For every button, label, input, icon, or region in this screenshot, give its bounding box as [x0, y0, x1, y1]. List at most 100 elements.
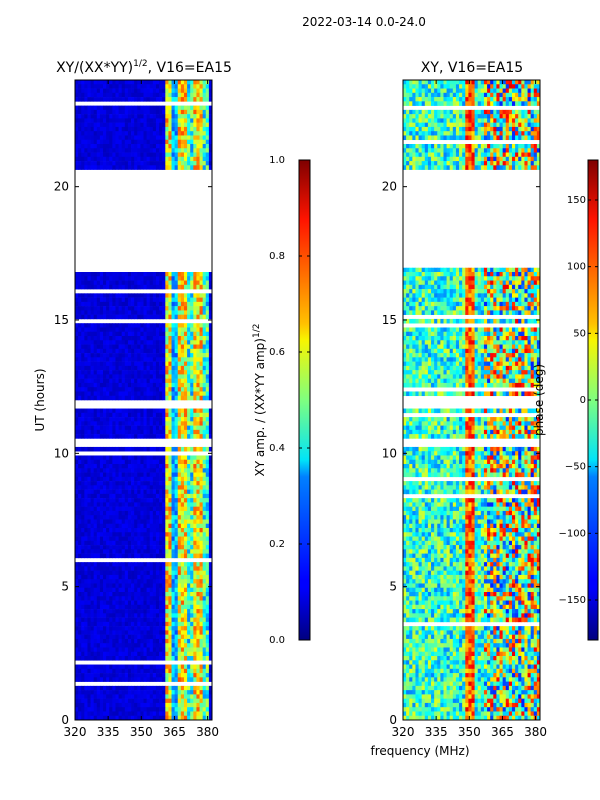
- heatmap-cell: [180, 596, 185, 601]
- heatmap-cell: [152, 353, 157, 358]
- heatmap-cell: [140, 698, 144, 704]
- heatmap-cell: [78, 382, 82, 388]
- heatmap-cell: [121, 301, 126, 307]
- heatmap-cell: [152, 583, 157, 589]
- heatmap-cell: [93, 685, 98, 691]
- heatmap-cell: [84, 391, 88, 397]
- heatmap-cell: [168, 574, 172, 580]
- heatmap-cell: [205, 638, 210, 644]
- heatmap-cell: [78, 374, 82, 379]
- heatmap-cell: [103, 626, 107, 631]
- heatmap-cell: [115, 587, 119, 593]
- heatmap-cell: [124, 425, 129, 431]
- heatmap-cell: [180, 395, 185, 401]
- heatmap-cell: [109, 387, 113, 392]
- heatmap-cell: [152, 498, 157, 503]
- heatmap-cell: [187, 272, 191, 277]
- heatmap-cell: [131, 417, 135, 422]
- heatmap-cell: [99, 417, 104, 422]
- heatmap-cell: [205, 336, 210, 341]
- heatmap-cell: [87, 148, 91, 153]
- heatmap-cell: [165, 276, 169, 281]
- heatmap-cell: [149, 434, 154, 439]
- heatmap-cell: [84, 685, 88, 691]
- heatmap-cell: [143, 382, 148, 388]
- heatmap-cell: [171, 485, 176, 490]
- heatmap-cell: [109, 425, 113, 431]
- heatmap-cell: [134, 105, 138, 111]
- heatmap-cell: [202, 600, 207, 606]
- heatmap-cell: [109, 144, 113, 149]
- heatmap-cell: [202, 677, 207, 682]
- heatmap-cell: [177, 280, 182, 286]
- heatmap-cell: [183, 387, 188, 392]
- heatmap-cell: [190, 506, 194, 512]
- heatmap-cell: [124, 131, 129, 136]
- heatmap-cell: [78, 510, 82, 516]
- heatmap-cell: [193, 348, 197, 354]
- heatmap-cell: [155, 472, 160, 478]
- heatmap-cell: [87, 634, 91, 640]
- heatmap-cell: [162, 118, 166, 123]
- heatmap-cell: [205, 459, 210, 465]
- heatmap-cell: [78, 600, 82, 606]
- heatmap-cell: [165, 515, 169, 520]
- heatmap-cell: [75, 668, 79, 674]
- heatmap-cell: [165, 310, 169, 315]
- heatmap-cell: [90, 685, 95, 691]
- heatmap-cell: [96, 472, 101, 478]
- heatmap-cell: [146, 673, 151, 678]
- heatmap-cell: [143, 685, 148, 691]
- heatmap-cell: [202, 664, 207, 670]
- heatmap-cell: [159, 361, 163, 367]
- heatmap-cell: [143, 613, 148, 618]
- heatmap-cell: [127, 562, 132, 567]
- heatmap-cell: [106, 677, 110, 682]
- heatmap-cell: [159, 621, 163, 627]
- heatmap-cell: [155, 574, 160, 580]
- heatmap-cell: [155, 370, 160, 375]
- heatmap-cell: [87, 566, 91, 571]
- heatmap-cell: [177, 702, 182, 708]
- heatmap-cell: [165, 336, 169, 341]
- heatmap-cell: [134, 621, 138, 627]
- heatmap-cell: [146, 97, 151, 102]
- heatmap-cell: [103, 331, 107, 337]
- heatmap-cell: [199, 604, 204, 610]
- heatmap-cell: [149, 425, 154, 431]
- heatmap-cell: [90, 109, 95, 115]
- heatmap-cell: [78, 365, 82, 371]
- heatmap-cell: [183, 634, 188, 640]
- heatmap-cell: [146, 122, 151, 128]
- heatmap-cell: [162, 131, 166, 136]
- heatmap-cell: [127, 711, 132, 717]
- heatmap-cell: [177, 472, 182, 478]
- heatmap-cell: [202, 626, 207, 631]
- heatmap-cell: [143, 374, 148, 379]
- heatmap-cell: [205, 673, 210, 678]
- heatmap-cell: [131, 630, 135, 635]
- heatmap-cell: [159, 97, 163, 102]
- heatmap-cell: [143, 596, 148, 601]
- heatmap-cell: [109, 609, 113, 614]
- heatmap-cell: [137, 272, 141, 277]
- heatmap-cell: [127, 131, 132, 136]
- heatmap-cell: [208, 592, 212, 597]
- heatmap-cell: [118, 323, 123, 328]
- heatmap-cell: [159, 344, 163, 350]
- heatmap-cell: [159, 357, 163, 362]
- heatmap-cell: [87, 455, 91, 461]
- heatmap-cell: [124, 314, 129, 320]
- heatmap-cell: [118, 297, 123, 303]
- heatmap-cell: [174, 395, 179, 401]
- heatmap-cell: [118, 562, 123, 567]
- heatmap-cell: [112, 570, 116, 576]
- heatmap-cell: [127, 630, 132, 635]
- heatmap-cell: [143, 276, 148, 281]
- heatmap-cell: [171, 340, 176, 345]
- heatmap-cell: [165, 446, 169, 452]
- heatmap-cell: [143, 664, 148, 670]
- heatmap-cell: [127, 702, 132, 708]
- heatmap-cell: [149, 114, 154, 119]
- heatmap-cell: [180, 421, 185, 426]
